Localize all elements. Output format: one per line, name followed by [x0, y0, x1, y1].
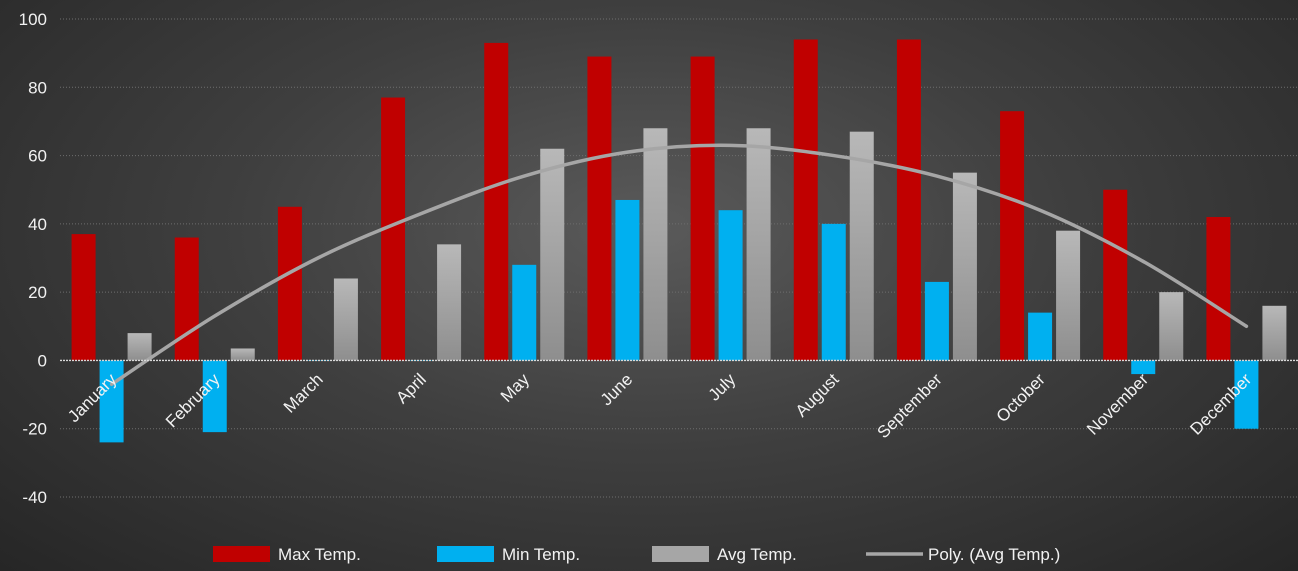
bar-min-temp — [821, 223, 846, 361]
bar-avg-temp — [127, 333, 152, 361]
legend-min-temp-swatch — [437, 546, 494, 562]
x-tick-label: September — [873, 370, 945, 442]
bar-max-temp — [587, 56, 612, 361]
legend-max-temp-swatch — [213, 546, 270, 562]
x-tick-label: July — [705, 369, 740, 404]
bar-min-temp — [615, 199, 640, 361]
legend-avg-temp-label: Avg Temp. — [717, 545, 797, 564]
bar-max-temp — [690, 56, 715, 361]
bar-max-temp — [1000, 111, 1025, 361]
y-tick-label: 80 — [28, 78, 47, 97]
y-tick-label: -20 — [22, 420, 47, 439]
bar-max-temp — [484, 42, 509, 361]
bar-avg-temp — [540, 148, 565, 361]
bar-max-temp — [896, 39, 921, 361]
x-tick-label: June — [597, 370, 637, 410]
bar-max-temp — [277, 206, 302, 361]
x-tick-label: March — [280, 370, 327, 417]
bar-avg-temp — [333, 278, 358, 361]
legend-min-temp-label: Min Temp. — [502, 545, 580, 564]
bar-avg-temp — [643, 128, 668, 361]
x-tick-label: April — [392, 370, 429, 407]
bar-avg-temp — [1262, 305, 1287, 361]
bar-min-temp — [202, 360, 227, 433]
bar-min-temp — [924, 281, 949, 361]
bar-avg-temp — [230, 348, 255, 361]
x-tick-label: May — [497, 369, 533, 405]
bars — [71, 39, 1287, 443]
bar-avg-temp — [849, 131, 874, 361]
x-tick-label: August — [792, 370, 843, 421]
legend-poly-avg-temp-label: Poly. (Avg Temp.) — [928, 545, 1060, 564]
bar-avg-temp — [437, 244, 462, 361]
bar-max-temp — [1103, 189, 1128, 361]
bar-min-temp — [305, 360, 330, 361]
bar-avg-temp — [952, 172, 977, 361]
legend-max-temp-label: Max Temp. — [278, 545, 361, 564]
y-tick-label: 40 — [28, 215, 47, 234]
bar-max-temp — [793, 39, 818, 361]
legend-avg-temp-swatch — [652, 546, 709, 562]
y-tick-label: 60 — [28, 147, 47, 166]
bar-min-temp — [718, 210, 743, 361]
x-tick-label: November — [1083, 370, 1152, 439]
bar-max-temp — [71, 234, 96, 361]
bar-avg-temp — [1159, 292, 1184, 361]
y-tick-label: 100 — [19, 10, 47, 29]
legend: Max Temp. Min Temp. Avg Temp. Poly. (Avg Te… — [213, 545, 1060, 564]
trendline — [109, 143, 1249, 387]
bar-min-temp — [1131, 360, 1156, 375]
gridlines — [60, 18, 1298, 498]
bar-avg-temp — [1056, 230, 1081, 361]
y-tick-label: -40 — [22, 488, 47, 507]
bar-min-temp — [1028, 312, 1053, 361]
bar-min-temp — [99, 360, 124, 443]
y-tick-label: 20 — [28, 283, 47, 302]
bar-min-temp — [512, 264, 537, 361]
y-tick-label: 0 — [38, 351, 47, 370]
x-tick-label: October — [993, 370, 1049, 426]
bar-min-temp — [1234, 360, 1259, 429]
trendline-layer — [109, 143, 1249, 387]
bar-max-temp — [1206, 217, 1231, 361]
bar-max-temp — [174, 237, 199, 361]
bar-avg-temp — [746, 128, 771, 361]
